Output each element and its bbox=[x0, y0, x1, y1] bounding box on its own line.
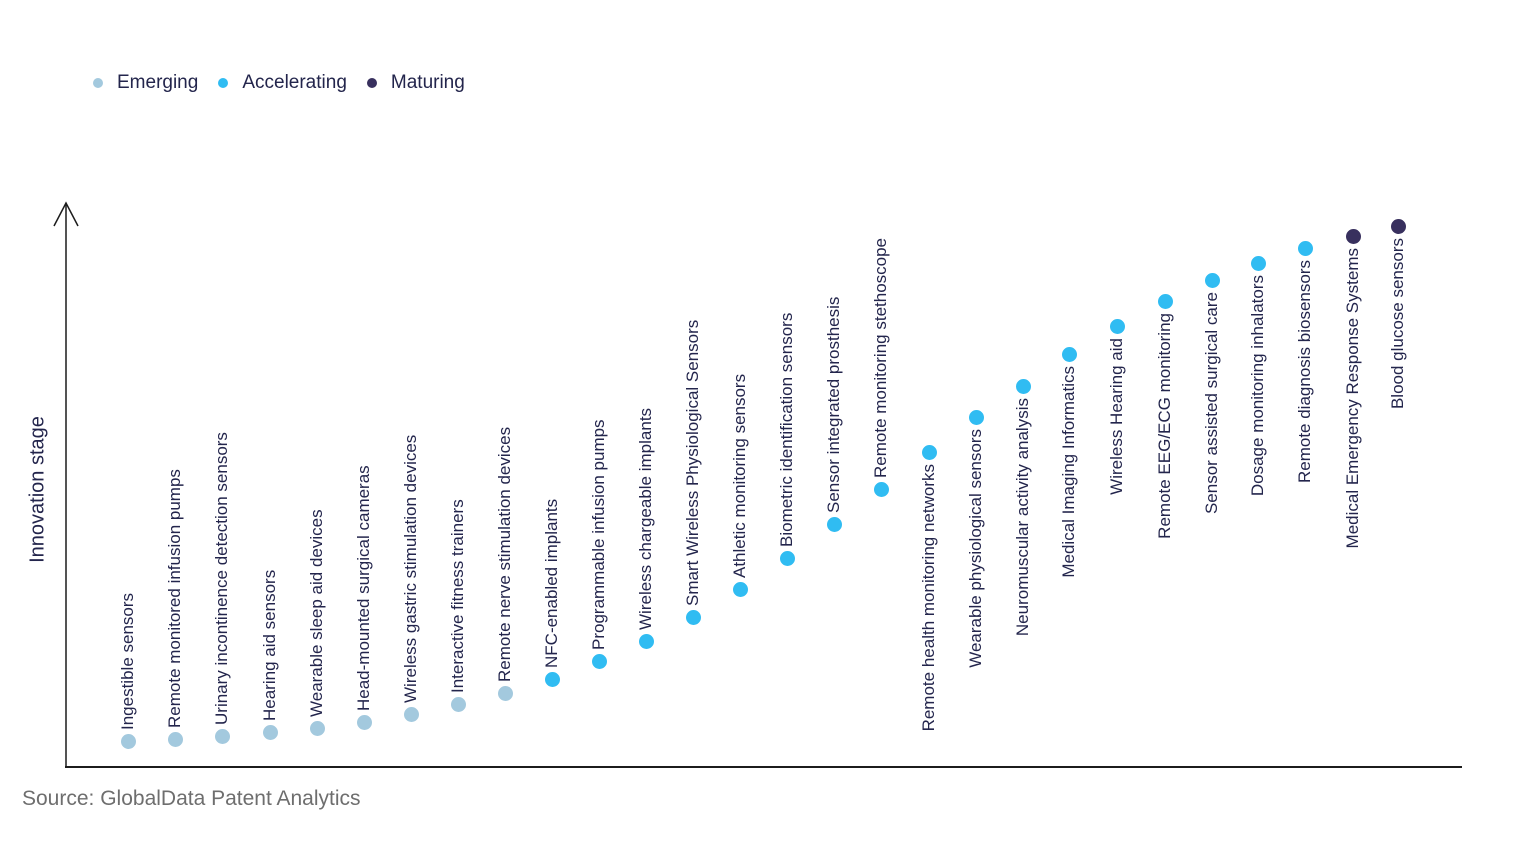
data-point-dot bbox=[591, 653, 607, 669]
data-point-dot bbox=[403, 706, 419, 722]
data-point-dot bbox=[1109, 318, 1125, 334]
legend-dot-accelerating-icon bbox=[218, 78, 229, 88]
legend: Emerging Accelerating Maturing bbox=[93, 72, 465, 94]
data-point-dot bbox=[685, 609, 701, 625]
data-point-dot bbox=[262, 724, 278, 740]
data-point-dot bbox=[1204, 272, 1220, 288]
data-point-dot bbox=[167, 731, 183, 747]
data-point-dot bbox=[1015, 378, 1031, 394]
data-point-dot bbox=[544, 671, 560, 687]
legend-item-accelerating: Accelerating bbox=[218, 72, 347, 94]
data-point-label: Biometric identification sensors bbox=[777, 312, 796, 547]
legend-label: Maturing bbox=[390, 72, 465, 93]
legend-label: Emerging bbox=[117, 72, 199, 93]
data-point-label: Blood glucose sensors bbox=[1388, 238, 1407, 410]
data-point-dot bbox=[356, 714, 372, 730]
legend-dot-maturing-icon bbox=[366, 78, 377, 88]
data-point-label: Interactive fitness trainers bbox=[448, 499, 467, 693]
data-point-label: Smart Wireless Physiological Sensors bbox=[683, 319, 702, 606]
data-point-label: Urinary incontinence detection sensors bbox=[212, 432, 231, 725]
data-point-label: Hearing aid sensors bbox=[260, 569, 279, 721]
source-note: Source: GlobalData Patent Analytics bbox=[22, 787, 361, 810]
data-point-dot bbox=[1297, 240, 1313, 256]
data-point-label: Sensor assisted surgical care bbox=[1202, 292, 1221, 515]
data-point-label: Remote health monitoring networks bbox=[919, 464, 938, 732]
data-point-label: Head-mounted surgical cameras bbox=[354, 465, 373, 711]
data-point-label: Medical Emergency Response Systems bbox=[1343, 248, 1362, 549]
data-point-dot bbox=[921, 444, 937, 460]
data-point-dot bbox=[1250, 255, 1266, 271]
legend-dot-emerging-icon bbox=[93, 78, 103, 88]
data-point-label: Wearable sleep aid devices bbox=[307, 509, 326, 717]
data-point-dot bbox=[120, 733, 136, 749]
y-axis-label: Innovation stage bbox=[26, 416, 49, 563]
data-point-dot bbox=[1390, 218, 1406, 234]
data-point-label: Remote monitoring stethoscope bbox=[871, 237, 890, 478]
data-point-dot bbox=[1345, 228, 1361, 244]
data-point-dot bbox=[497, 685, 513, 701]
data-point-dot bbox=[309, 720, 325, 736]
data-point-label: Wireless Hearing aid bbox=[1107, 338, 1126, 495]
data-point-label: Remote monitored infusion pumps bbox=[165, 469, 184, 728]
legend-item-emerging: Emerging bbox=[93, 72, 198, 94]
data-point-dot bbox=[1157, 293, 1173, 309]
data-point-dot bbox=[214, 728, 230, 744]
data-point-label: NFC-enabled implants bbox=[542, 498, 561, 668]
y-axis-arrowhead-icon bbox=[53, 201, 79, 227]
data-point-label: Wireless gastric stimulation devices bbox=[401, 434, 420, 703]
data-point-dot bbox=[968, 409, 984, 425]
data-point-label: Medical Imaging Informatics bbox=[1059, 366, 1078, 578]
legend-label: Accelerating bbox=[242, 72, 347, 93]
legend-item-maturing: Maturing bbox=[366, 72, 465, 94]
data-point-dot bbox=[826, 516, 842, 532]
data-point-label: Wireless chargeable implants bbox=[636, 407, 655, 630]
data-point-label: Remote diagnosis biosensors bbox=[1295, 260, 1314, 484]
data-point-label: Programmable infusion pumps bbox=[589, 419, 608, 650]
data-point-label: Remote EEG/ECG monitoring bbox=[1155, 313, 1174, 539]
data-point-dot bbox=[450, 696, 466, 712]
data-point-label: Remote nerve stimulation devices bbox=[495, 426, 514, 682]
data-point-label: Wearable physiological sensors bbox=[966, 429, 985, 668]
data-point-dot bbox=[1061, 346, 1077, 362]
data-point-dot bbox=[873, 481, 889, 497]
data-point-label: Dosage monitoring inhalators bbox=[1248, 275, 1267, 497]
data-point-dot bbox=[638, 633, 654, 649]
data-point-label: Athletic monitoring sensors bbox=[730, 373, 749, 578]
data-point-dot bbox=[779, 550, 795, 566]
data-point-label: Sensor integrated prosthesis bbox=[824, 296, 843, 513]
data-point-label: Ingestible sensors bbox=[118, 592, 137, 730]
data-point-dot bbox=[732, 581, 748, 597]
data-point-label: Neuromuscular activity analysis bbox=[1013, 398, 1032, 637]
